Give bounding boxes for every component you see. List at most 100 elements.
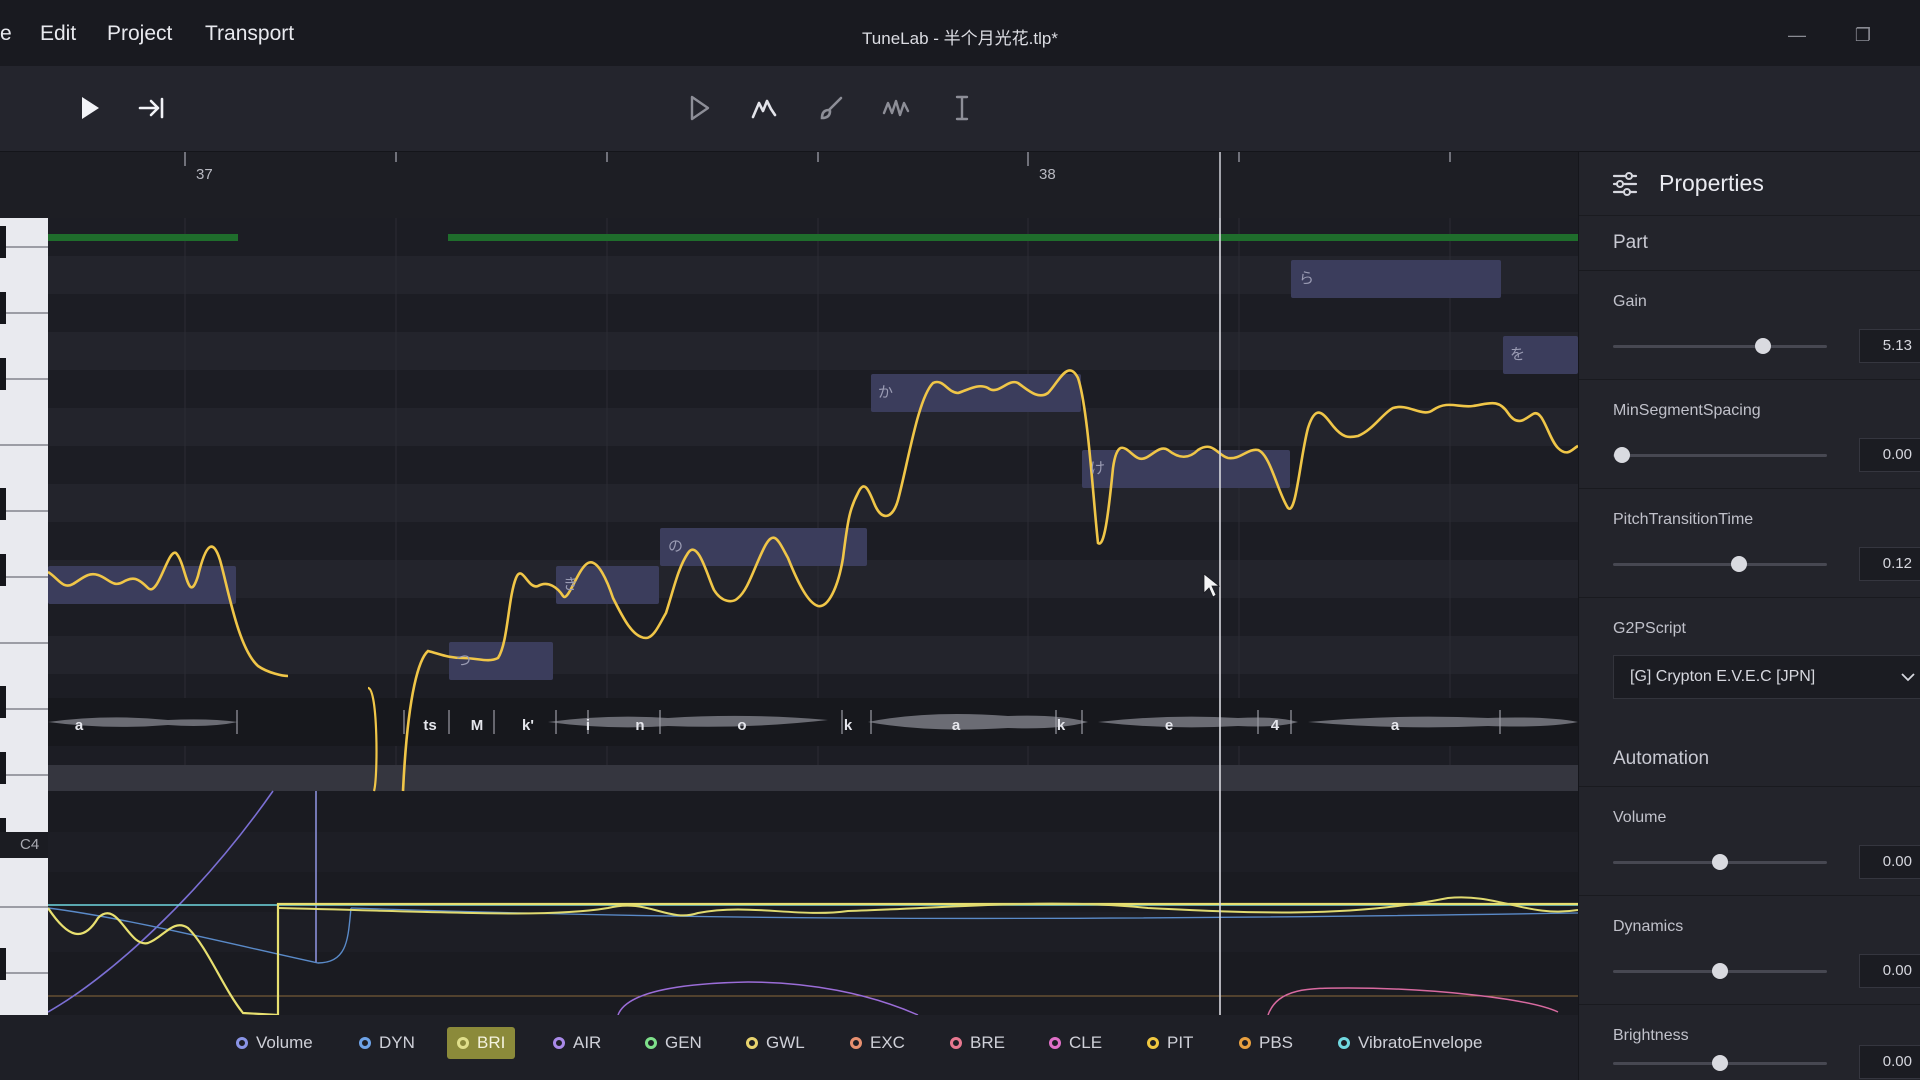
param-tab-label: BRI <box>477 1033 506 1052</box>
param-tab-gen[interactable]: GEN <box>635 1027 712 1059</box>
black-key[interactable] <box>0 488 6 520</box>
note-lyric[interactable]: ら <box>1299 270 1315 287</box>
select-tool-button[interactable] <box>677 86 721 130</box>
dynamics-slider-thumb[interactable] <box>1712 963 1728 979</box>
vibrato-tool-button[interactable] <box>875 86 919 130</box>
phoneme-label[interactable]: 4 <box>1270 717 1280 734</box>
pitch-transition-time-slider-thumb[interactable] <box>1731 556 1748 572</box>
phoneme-label[interactable]: o <box>737 717 747 734</box>
piano-roll-editor[interactable]: つ き の か け ら を a ts M k' i n o k a k e 4 … <box>48 218 1578 1015</box>
text-cursor-icon <box>955 95 969 121</box>
phoneme-label[interactable]: e <box>1164 717 1174 734</box>
phoneme-label[interactable]: n <box>635 717 645 734</box>
brightness-slider-thumb[interactable] <box>1712 1055 1728 1071</box>
gain-value-field[interactable]: 5.13 <box>1859 329 1920 363</box>
black-key[interactable] <box>0 554 6 586</box>
key-divider <box>0 312 48 314</box>
menu-edit[interactable]: Edit <box>40 22 77 45</box>
properties-title: Properties <box>1659 170 1764 196</box>
dynamics-slider[interactable] <box>1613 963 1827 979</box>
param-tab-label: GWL <box>766 1033 805 1052</box>
pitch-transition-time-slider[interactable] <box>1613 556 1827 572</box>
note-lyric[interactable]: を <box>1510 346 1526 363</box>
text-tool-button[interactable] <box>940 86 984 130</box>
pitch-draw-icon <box>751 99 777 119</box>
param-tab-dyn[interactable]: DYN <box>349 1027 425 1059</box>
param-tab-volume[interactable]: Volume <box>226 1027 323 1059</box>
black-key[interactable] <box>0 948 6 980</box>
volume-slider-thumb[interactable] <box>1712 854 1728 870</box>
phoneme-label[interactable]: ts <box>423 717 437 734</box>
g2p-script-select[interactable]: [G] Crypton E.V.E.C [JPN] <box>1613 655 1920 699</box>
param-tab-bre[interactable]: BRE <box>940 1027 1015 1059</box>
phoneme-label[interactable]: i <box>585 717 591 734</box>
menu-file[interactable]: e <box>0 22 12 45</box>
param-tab-bri[interactable]: BRI <box>447 1027 516 1059</box>
volume-slider[interactable] <box>1613 854 1827 870</box>
gain-slider-thumb[interactable] <box>1754 338 1771 354</box>
note-lyric[interactable]: け <box>1090 460 1106 477</box>
param-tab-label: PBS <box>1259 1033 1294 1052</box>
section-divider <box>1579 1004 1920 1005</box>
phoneme-label[interactable]: k' <box>522 717 534 734</box>
phoneme-label[interactable]: k <box>1056 717 1066 734</box>
bar-number-38: 38 <box>1039 166 1056 183</box>
param-tab-label: Volume <box>256 1033 313 1052</box>
black-key[interactable] <box>0 292 6 324</box>
pitch-draw-tool-button[interactable] <box>743 86 787 130</box>
param-tab-vibrato-envelope[interactable]: VibratoEnvelope <box>1328 1027 1492 1059</box>
key-divider <box>0 576 48 578</box>
brush-icon <box>820 96 843 120</box>
volume-value-field[interactable]: 0.00 <box>1859 845 1920 879</box>
param-tab-gwl[interactable]: GWL <box>736 1027 815 1059</box>
phoneme-label[interactable]: a <box>74 717 84 734</box>
black-key[interactable] <box>0 686 6 718</box>
param-color-dot-icon <box>746 1037 758 1049</box>
minimize-button[interactable]: — <box>1788 25 1806 45</box>
note-lyric[interactable]: か <box>878 384 894 401</box>
param-tab-pit[interactable]: PIT <box>1137 1027 1203 1059</box>
brightness-value-field[interactable]: 0.00 <box>1859 1045 1920 1079</box>
gain-slider[interactable] <box>1613 338 1827 354</box>
c4-label: C4 <box>0 832 48 858</box>
key-divider <box>0 708 48 710</box>
param-tab-cle[interactable]: CLE <box>1039 1027 1112 1059</box>
param-tab-label: AIR <box>573 1033 602 1052</box>
phoneme-label[interactable]: k <box>843 717 853 734</box>
black-key[interactable] <box>0 752 6 784</box>
param-tab-label: EXC <box>870 1033 905 1052</box>
dynamics-value-field[interactable]: 0.00 <box>1859 954 1920 988</box>
note-lyric[interactable]: つ <box>456 652 472 669</box>
menu-project[interactable]: Project <box>107 22 173 45</box>
brightness-slider[interactable] <box>1613 1055 1827 1071</box>
param-color-dot-icon <box>645 1037 657 1049</box>
restore-button[interactable]: ❐ <box>1854 25 1872 45</box>
param-tab-exc[interactable]: EXC <box>840 1027 915 1059</box>
note-lyric[interactable]: の <box>668 538 684 555</box>
piano-roll-canvas <box>48 218 1578 1015</box>
param-color-dot-icon <box>1147 1037 1159 1049</box>
brush-tool-button[interactable] <box>809 86 853 130</box>
black-key[interactable] <box>0 226 6 258</box>
note-lyric[interactable]: き <box>563 576 579 593</box>
min-segment-spacing-slider-thumb[interactable] <box>1613 447 1630 463</box>
section-divider <box>1579 597 1920 598</box>
phoneme-label[interactable]: a <box>951 717 961 734</box>
menu-transport[interactable]: Transport <box>205 22 295 45</box>
min-segment-spacing-slider[interactable] <box>1613 447 1827 463</box>
phoneme-label[interactable]: M <box>470 717 484 734</box>
param-color-dot-icon <box>236 1037 248 1049</box>
phoneme-label[interactable]: a <box>1390 717 1400 734</box>
piano-keyboard[interactable]: C4 <box>0 218 48 1015</box>
automation-section-title: Automation <box>1613 748 1710 769</box>
param-tab-pbs[interactable]: PBS <box>1229 1027 1303 1059</box>
param-color-dot-icon <box>457 1037 469 1049</box>
param-tab-air[interactable]: AIR <box>543 1027 611 1059</box>
timeline-ruler[interactable]: 37 38 <box>0 152 1578 218</box>
go-to-end-button[interactable] <box>130 86 174 130</box>
pitch-transition-time-value-field[interactable]: 0.12 <box>1859 547 1920 581</box>
min-segment-spacing-value-field[interactable]: 0.00 <box>1859 438 1920 472</box>
properties-header: Properties <box>1579 152 1920 216</box>
black-key[interactable] <box>0 358 6 390</box>
play-button[interactable] <box>67 86 111 130</box>
